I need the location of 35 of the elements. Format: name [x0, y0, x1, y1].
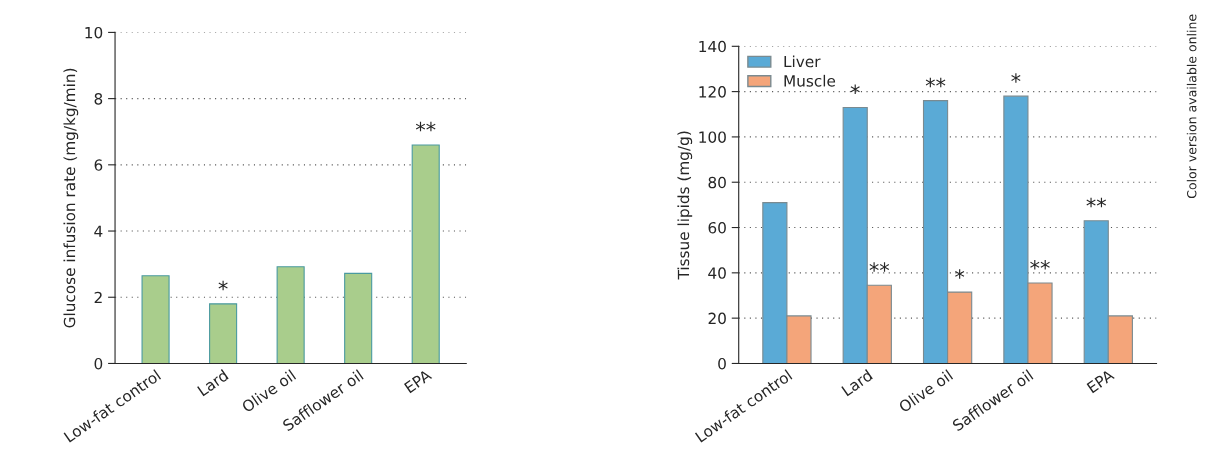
- annotation: *: [218, 280, 228, 291]
- y-tick-label: 6: [94, 159, 103, 171]
- annotation: *: [850, 84, 860, 94]
- bar: [276, 266, 305, 364]
- x-tick-label: EPA: [1086, 368, 1115, 394]
- bar: [209, 303, 238, 364]
- y-tick-label: 0: [718, 357, 726, 370]
- annotation: *: [955, 269, 965, 279]
- text: Color version available online: [1186, 14, 1197, 199]
- annotation: *: [1011, 73, 1021, 83]
- y-tick-label: 140: [699, 40, 726, 53]
- y-axis-title: Glucose infusion rate (mg/kg/min): [63, 68, 79, 328]
- bar: [411, 144, 440, 364]
- annotation: **: [1030, 260, 1050, 270]
- x-tick-label: EPA: [403, 368, 433, 394]
- annotation: **: [1086, 197, 1107, 208]
- y-tick-label: 0: [94, 357, 103, 370]
- bar: [344, 272, 373, 364]
- y-tick-label: 120: [699, 86, 726, 98]
- y-tick-label: 8: [94, 93, 103, 105]
- annotation: **: [869, 262, 890, 272]
- y-axis-title: Tissue lipids (mg/g): [677, 131, 693, 280]
- y-tick-label: 4: [94, 225, 103, 237]
- annotation: **: [925, 77, 946, 88]
- legend-label: Muscle: [784, 74, 836, 87]
- y-tick-label: 100: [699, 131, 726, 143]
- annotation: **: [415, 121, 436, 132]
- legend-label: Liver: [784, 55, 821, 68]
- y-tick-label: 80: [708, 176, 726, 189]
- y-tick-label: 60: [708, 222, 726, 234]
- y-tick-label: 2: [94, 291, 102, 304]
- y-tick-label: 10: [85, 26, 103, 39]
- y-tick-label: 40: [708, 267, 726, 279]
- bar: [141, 275, 170, 364]
- y-tick-label: 20: [708, 312, 726, 325]
